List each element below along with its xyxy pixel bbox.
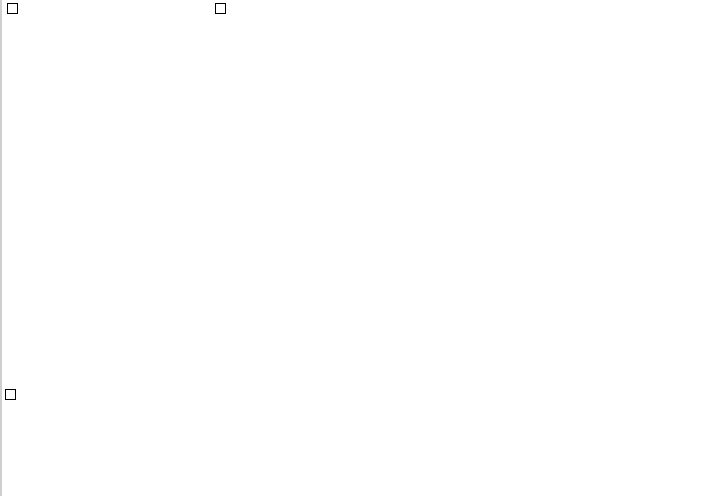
tecdax-legend-swatch — [215, 2, 226, 14]
price-chart-plot[interactable] — [0, 12, 726, 378]
legend-item-tecdax — [215, 2, 231, 14]
mum-legend-swatch — [7, 2, 18, 14]
window-left-edge — [0, 0, 2, 496]
legend-item-volume — [5, 388, 21, 400]
legend-item-mum — [7, 2, 23, 14]
volume-chart-plot[interactable] — [0, 402, 726, 492]
volume-legend-swatch — [5, 388, 16, 400]
